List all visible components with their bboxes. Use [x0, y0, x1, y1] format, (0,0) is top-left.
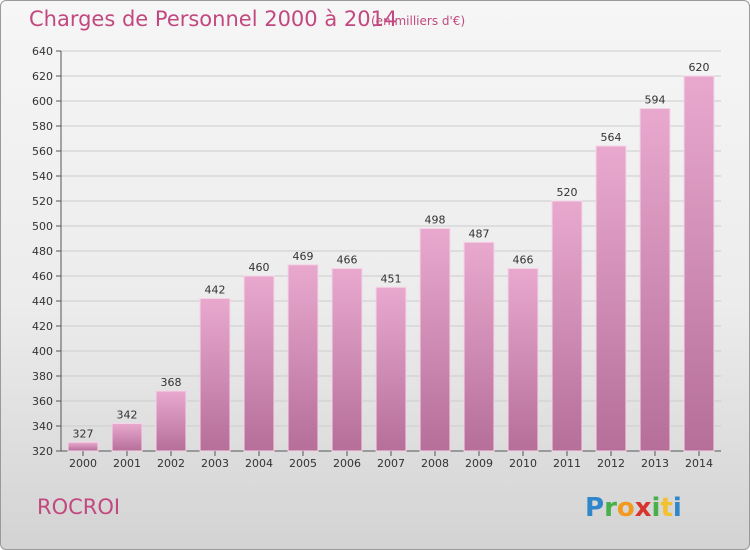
bar-2004 [243, 275, 275, 452]
data-label: 460 [249, 261, 270, 274]
x-tick-label: 2012 [597, 457, 625, 470]
y-tick-label: 560 [32, 145, 53, 158]
bar-2012 [595, 145, 627, 452]
data-label: 469 [293, 250, 314, 263]
bar-2013 [639, 108, 671, 452]
data-label: 564 [601, 131, 622, 144]
x-tick-label: 2002 [157, 457, 185, 470]
data-label: 466 [337, 254, 358, 267]
y-tick-label: 400 [32, 345, 53, 358]
y-tick-label: 420 [32, 320, 53, 333]
data-label: 451 [381, 272, 402, 285]
bar-2003 [199, 298, 231, 452]
y-tick-label: 380 [32, 370, 53, 383]
proxiti-logo: Proxiti [585, 493, 682, 523]
commune-name: ROCROI [37, 495, 121, 519]
data-label: 594 [645, 94, 666, 107]
bar-2002 [155, 390, 187, 452]
x-tick-label: 2007 [377, 457, 405, 470]
y-tick-label: 620 [32, 70, 53, 83]
x-tick-label: 2014 [685, 457, 713, 470]
y-tick-label: 480 [32, 245, 53, 258]
data-label: 487 [469, 227, 490, 240]
x-tick-label: 2011 [553, 457, 581, 470]
svg-text:Proxiti: Proxiti [585, 493, 682, 523]
bar-2011 [551, 200, 583, 452]
y-tick-label: 320 [32, 445, 53, 458]
y-tick-label: 600 [32, 95, 53, 108]
x-tick-label: 2006 [333, 457, 361, 470]
x-tick-label: 2010 [509, 457, 537, 470]
x-tick-label: 2005 [289, 457, 317, 470]
chart-subtitle: (en milliers d'€) [371, 14, 466, 28]
plot-area: 320 340 360 380 400 420 440 460 480 500 520 540 560 5… [32, 45, 721, 470]
bar-2007 [375, 286, 407, 452]
data-label: 342 [117, 409, 138, 422]
y-tick-label: 580 [32, 120, 53, 133]
x-tick-label: 2009 [465, 457, 493, 470]
data-label: 327 [73, 427, 94, 440]
data-label: 442 [205, 284, 226, 297]
data-label: 620 [689, 61, 710, 74]
x-tick-label: 2000 [69, 457, 97, 470]
bar-2006 [331, 268, 363, 452]
y-tick-label: 340 [32, 420, 53, 433]
y-tick-label: 640 [32, 45, 53, 58]
x-tick-label: 2013 [641, 457, 669, 470]
x-tick-label: 2004 [245, 457, 273, 470]
y-tick-label: 460 [32, 270, 53, 283]
bar-2014 [683, 75, 715, 452]
bar-2001 [111, 423, 143, 452]
data-label: 498 [425, 214, 446, 227]
y-tick-label: 500 [32, 220, 53, 233]
y-tick-label: 440 [32, 295, 53, 308]
bar-2000 [67, 441, 99, 452]
x-tick-label: 2003 [201, 457, 229, 470]
data-label: 520 [557, 186, 578, 199]
x-tick-label: 2001 [113, 457, 141, 470]
bar-2008 [419, 228, 451, 452]
bar-2009 [463, 241, 495, 452]
chart-title: Charges de Personnel 2000 à 2014 [29, 7, 398, 31]
data-label: 466 [513, 254, 534, 267]
data-label: 368 [161, 376, 182, 389]
x-tick-label: 2008 [421, 457, 449, 470]
bar-2005 [287, 264, 319, 452]
bar-2010 [507, 268, 539, 452]
y-tick-label: 520 [32, 195, 53, 208]
y-tick-label: 540 [32, 170, 53, 183]
y-tick-label: 360 [32, 395, 53, 408]
